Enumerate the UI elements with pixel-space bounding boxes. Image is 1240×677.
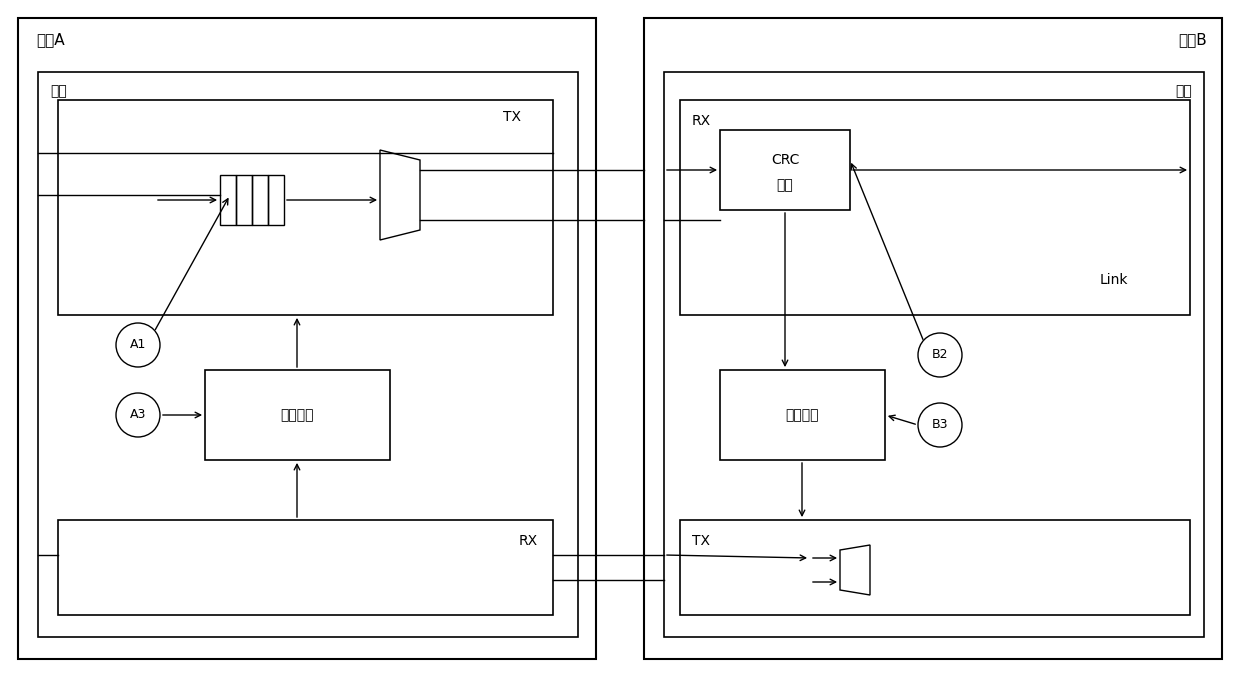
Bar — [644, 18, 1221, 659]
Text: 校验: 校验 — [776, 178, 794, 192]
Bar — [680, 100, 1190, 315]
Text: TX: TX — [692, 534, 711, 548]
Bar — [720, 130, 849, 210]
Bar — [236, 175, 252, 225]
Text: CRC: CRC — [771, 153, 800, 167]
Text: RX: RX — [692, 114, 711, 128]
Bar — [680, 520, 1190, 615]
Bar — [252, 175, 268, 225]
Text: 重传管理: 重传管理 — [786, 408, 820, 422]
Bar — [219, 175, 236, 225]
Bar — [58, 100, 553, 315]
Text: 重传管理: 重传管理 — [280, 408, 314, 422]
Text: A1: A1 — [130, 338, 146, 351]
Text: 芯片B: 芯片B — [1178, 32, 1207, 47]
Bar — [268, 175, 284, 225]
Text: RX: RX — [518, 534, 538, 548]
Bar — [720, 370, 885, 460]
Text: B3: B3 — [931, 418, 949, 431]
Bar — [19, 18, 596, 659]
Text: A3: A3 — [130, 408, 146, 422]
Bar — [663, 72, 1204, 637]
Bar — [58, 520, 553, 615]
Text: TX: TX — [503, 110, 521, 124]
Text: Link: Link — [1100, 273, 1128, 287]
Bar — [38, 72, 578, 637]
Text: B2: B2 — [931, 349, 949, 362]
Text: 链路: 链路 — [1176, 84, 1192, 98]
Bar — [205, 370, 391, 460]
Text: 链路: 链路 — [50, 84, 67, 98]
Text: 芯片A: 芯片A — [36, 32, 64, 47]
